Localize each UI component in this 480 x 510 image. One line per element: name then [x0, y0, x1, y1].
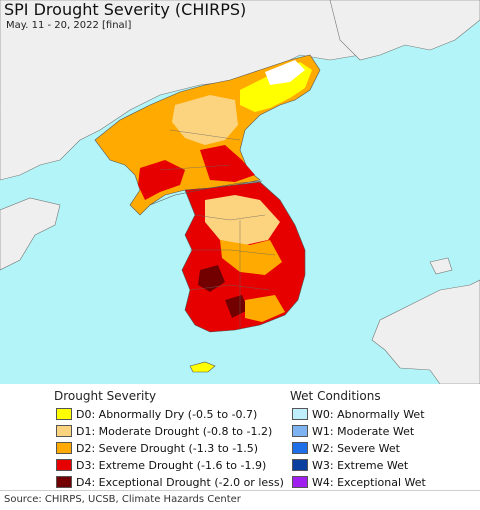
legend-item-d1: D1: Moderate Drought (-0.8 to -1.2)	[56, 423, 272, 439]
legend-label-d1: D1: Moderate Drought (-0.8 to -1.2)	[76, 424, 273, 438]
neighbor-land-japan-islands	[429, 257, 453, 275]
swatch-d2	[56, 442, 72, 454]
region-sk-d4-b	[225, 295, 248, 318]
legend-label-d4: D4: Exceptional Drought (-2.0 or less)	[76, 475, 284, 489]
region-nk-northeast-normal	[265, 60, 305, 85]
region-sk-d4-a	[198, 265, 225, 292]
region-sk-d2-south	[245, 295, 285, 322]
region-sk-d1	[205, 195, 280, 245]
swatch-w3	[292, 459, 308, 471]
legend-label-w4: W4: Exceptional Wet	[312, 475, 426, 489]
footer-divider	[0, 490, 480, 491]
region-nk-d3-east	[200, 145, 255, 182]
swatch-w2	[292, 442, 308, 454]
legend-label-w3: W3: Extreme Wet	[312, 458, 409, 472]
swatch-d3	[56, 459, 72, 471]
neighbor-land-shandong	[0, 197, 61, 271]
region-sk-d2	[220, 240, 282, 275]
legend-item-d3: D3: Extreme Drought (-1.6 to -1.9)	[56, 457, 266, 473]
map-subtitle: May. 11 - 20, 2022 [final]	[6, 20, 132, 31]
legend-item-w1: W1: Moderate Wet	[292, 423, 414, 439]
neighbor-land-east	[329, 0, 480, 61]
legend-label-d2: D2: Severe Drought (-1.3 to -1.5)	[76, 441, 259, 455]
legend-item-w4: W4: Exceptional Wet	[292, 474, 426, 490]
map-title: SPI Drought Severity (CHIRPS)	[4, 0, 247, 19]
legend-item-w2: W2: Severe Wet	[292, 440, 400, 456]
legend-label-d0: D0: Abnormally Dry (-0.5 to -0.7)	[76, 407, 258, 421]
source-credit: Source: CHIRPS, UCSB, Climate Hazards Ce…	[4, 494, 241, 505]
boundary-provinces	[159, 129, 276, 330]
swatch-w1	[292, 425, 308, 437]
legend-label-d3: D3: Extreme Drought (-1.6 to -1.9)	[76, 458, 267, 472]
legend: Drought Severity Wet Conditions D0: Abno…	[0, 384, 480, 490]
map-canvas	[0, 0, 480, 384]
region-nk-d3-west	[138, 160, 185, 200]
legend-label-w1: W1: Moderate Wet	[312, 424, 415, 438]
legend-drought-heading: Drought Severity	[54, 389, 157, 403]
legend-item-w0: W0: Abnormally Wet	[292, 406, 425, 422]
swatch-d1	[56, 425, 72, 437]
swatch-w0	[292, 408, 308, 420]
region-jeju	[189, 361, 216, 373]
boundary-dmz	[149, 180, 263, 206]
legend-item-d2: D2: Severe Drought (-1.3 to -1.5)	[56, 440, 258, 456]
legend-item-d4: D4: Exceptional Drought (-2.0 or less)	[56, 474, 284, 490]
swatch-d0	[56, 408, 72, 420]
drought-map: SPI Drought Severity (CHIRPS) May. 11 - …	[0, 0, 480, 384]
swatch-d4	[56, 476, 72, 488]
legend-item-d0: D0: Abnormally Dry (-0.5 to -0.7)	[56, 406, 257, 422]
legend-label-w0: W0: Abnormally Wet	[312, 407, 425, 421]
legend-item-w3: W3: Extreme Wet	[292, 457, 408, 473]
legend-wet-heading: Wet Conditions	[290, 389, 381, 403]
legend-label-w2: W2: Severe Wet	[312, 441, 400, 455]
neighbor-land-japan	[371, 279, 480, 384]
swatch-w4	[292, 476, 308, 488]
